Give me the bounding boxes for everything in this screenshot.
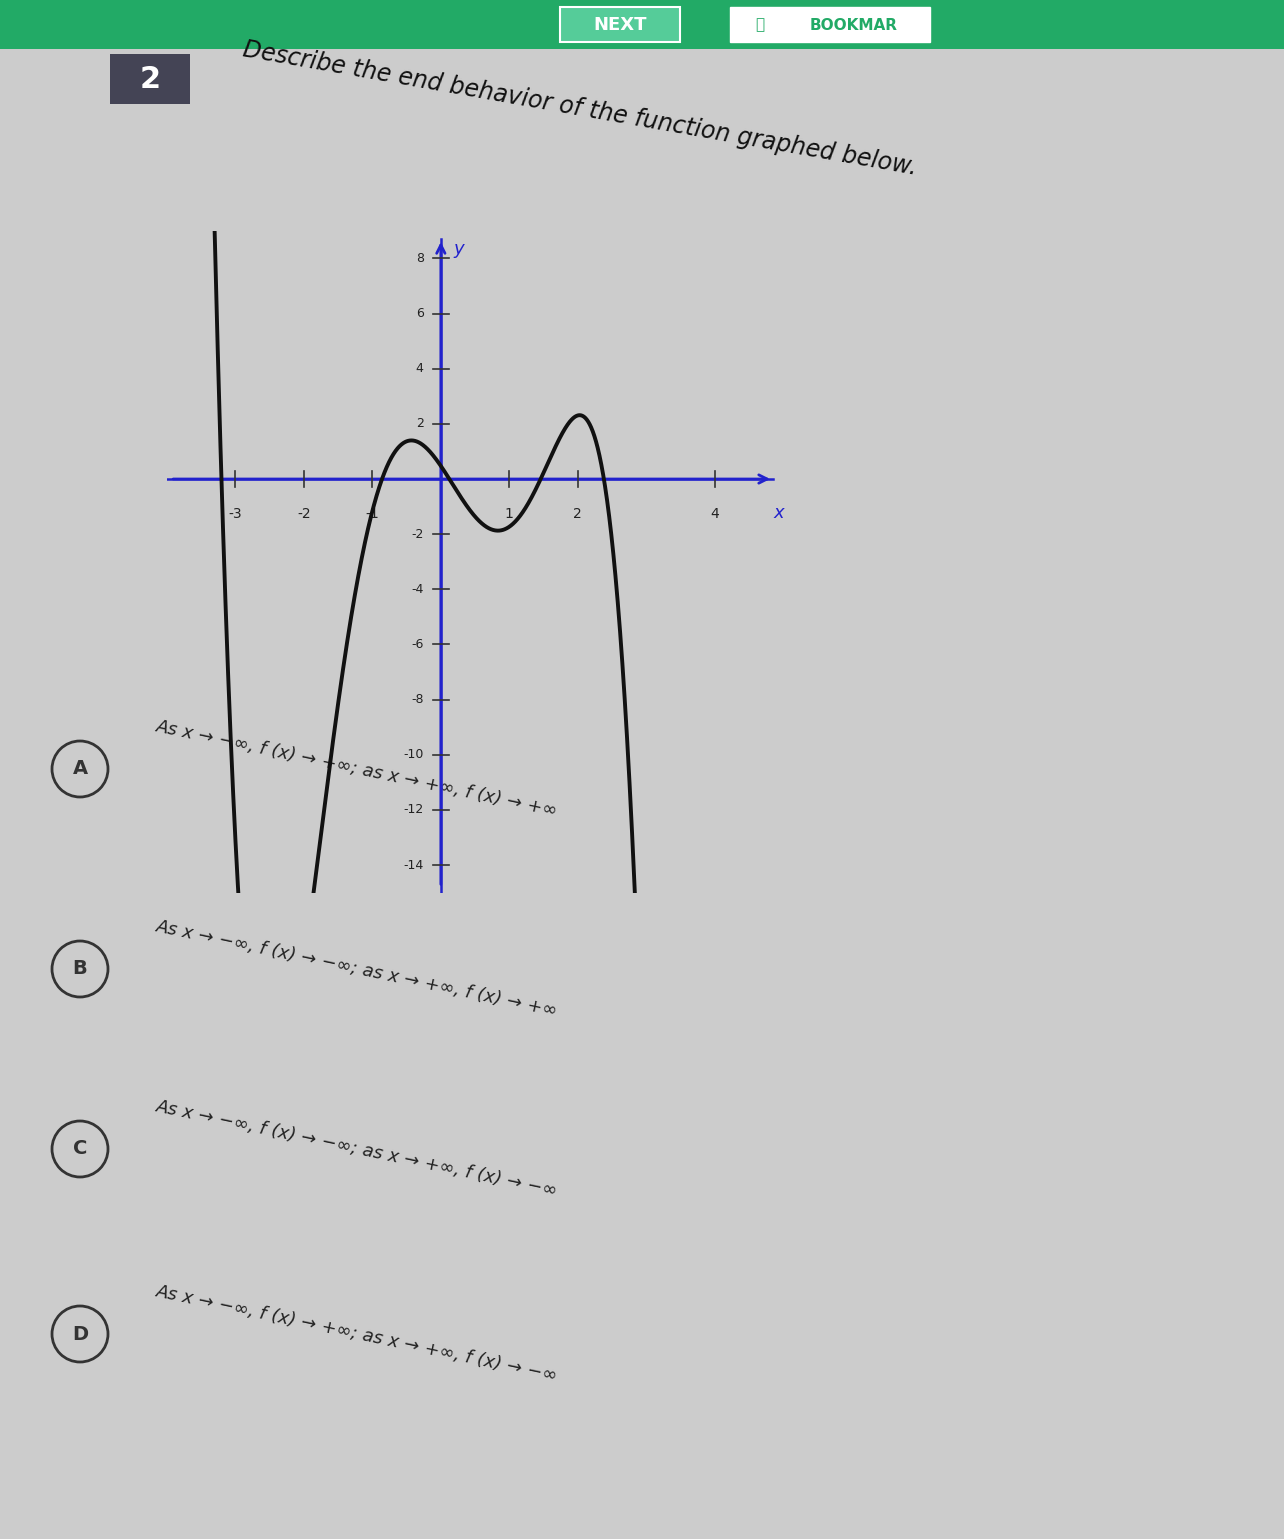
Text: 4: 4 [416,362,424,376]
Bar [731,8,930,42]
Bar [0,0,1284,49]
Text: -8: -8 [411,693,424,706]
Text: -6: -6 [411,639,424,651]
Text: -10: -10 [403,748,424,762]
Text: 4: 4 [710,506,719,520]
Text: -12: -12 [403,803,424,816]
Text: 🔖: 🔖 [755,17,764,32]
Text: NEXT: NEXT [593,15,647,34]
Text: $y$: $y$ [453,242,466,260]
Text: -14: -14 [403,859,424,871]
Text: 8: 8 [416,252,424,265]
Text: -1: -1 [366,506,379,520]
Text: C: C [73,1139,87,1159]
Text: BOOKMAR: BOOKMAR [810,17,898,32]
Text: Describe the end behavior of the function graphed below.: Describe the end behavior of the functio… [241,38,919,180]
Text: -2: -2 [297,506,311,520]
Text: As x → −∞, f (x) → +∞; as x → +∞, f (x) → −∞: As x → −∞, f (x) → +∞; as x → +∞, f (x) … [155,1282,560,1385]
Text: -2: -2 [411,528,424,540]
Text: A: A [72,760,87,779]
Text: 1: 1 [505,506,514,520]
Text: 2: 2 [574,506,582,520]
Text: $x$: $x$ [773,503,786,522]
Bar [110,54,190,105]
Text: As x → −∞, f (x) → +∞; as x → +∞, f (x) → +∞: As x → −∞, f (x) → +∞; as x → +∞, f (x) … [155,717,560,820]
Text: As x → −∞, f (x) → −∞; as x → +∞, f (x) → +∞: As x → −∞, f (x) → −∞; as x → +∞, f (x) … [155,917,560,1020]
Text: D: D [72,1325,89,1344]
Text: 2: 2 [416,417,424,431]
Bar [560,8,681,42]
Text: As x → −∞, f (x) → −∞; as x → +∞, f (x) → −∞: As x → −∞, f (x) → −∞; as x → +∞, f (x) … [155,1097,560,1200]
Text: B: B [73,959,87,979]
Text: -3: -3 [229,506,243,520]
Text: 6: 6 [416,308,424,320]
Text: -4: -4 [411,583,424,596]
Text: 2: 2 [140,65,160,94]
